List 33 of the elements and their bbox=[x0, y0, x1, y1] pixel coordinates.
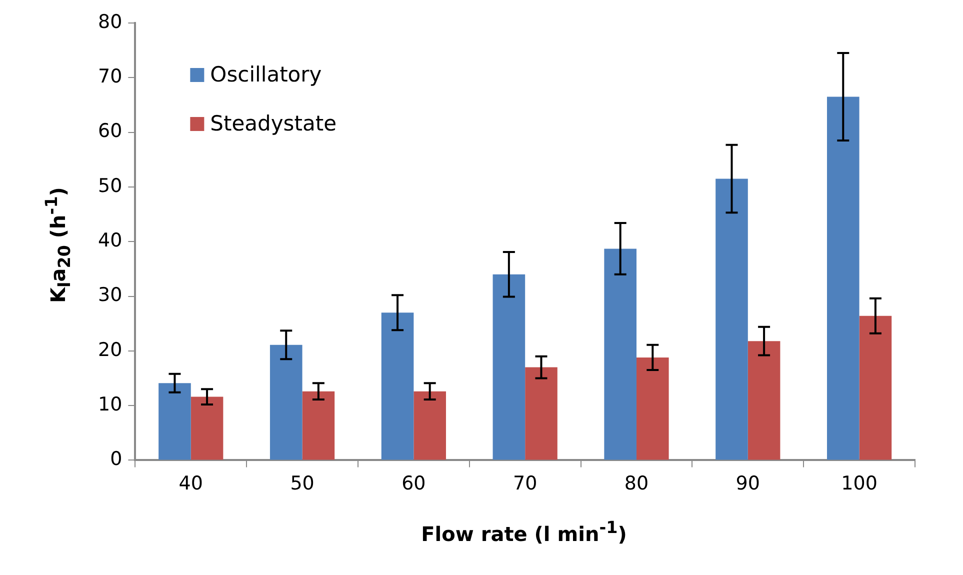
bar bbox=[716, 178, 748, 460]
y-tick-label: 60 bbox=[98, 120, 122, 142]
x-tick-label: 40 bbox=[178, 472, 203, 495]
y-tick-label: 70 bbox=[98, 66, 122, 88]
x-tick-label: 80 bbox=[624, 472, 649, 495]
bar bbox=[859, 316, 892, 460]
bar bbox=[414, 391, 446, 460]
legend-label: Oscillatory bbox=[210, 62, 322, 86]
bar bbox=[158, 383, 191, 460]
x-tick-label: 50 bbox=[290, 472, 314, 495]
bar bbox=[748, 341, 780, 460]
x-tick-label: 60 bbox=[402, 472, 426, 495]
y-tick-label: 30 bbox=[98, 284, 122, 306]
legend-label: Steadystate bbox=[210, 111, 336, 136]
bar bbox=[525, 367, 558, 460]
bar bbox=[270, 344, 302, 460]
x-tick-label: 100 bbox=[841, 472, 878, 495]
bar bbox=[381, 312, 414, 460]
y-tick-label: 0 bbox=[110, 448, 122, 470]
bar bbox=[826, 96, 860, 460]
bar bbox=[190, 396, 224, 460]
x-axis-title: Flow rate (l min$^{-1}$) bbox=[421, 518, 627, 546]
bar bbox=[636, 357, 669, 460]
bar bbox=[604, 248, 636, 460]
y-tick-label: 50 bbox=[98, 174, 122, 197]
y-tick-label: 40 bbox=[98, 230, 122, 252]
y-tick-label: 10 bbox=[98, 393, 122, 416]
bar bbox=[492, 274, 526, 460]
x-tick-label: 70 bbox=[512, 472, 538, 495]
y-tick-label: 20 bbox=[98, 338, 122, 361]
bar bbox=[302, 391, 335, 460]
x-tick-label: 90 bbox=[736, 472, 760, 495]
y-tick-label: 80 bbox=[98, 10, 122, 33]
